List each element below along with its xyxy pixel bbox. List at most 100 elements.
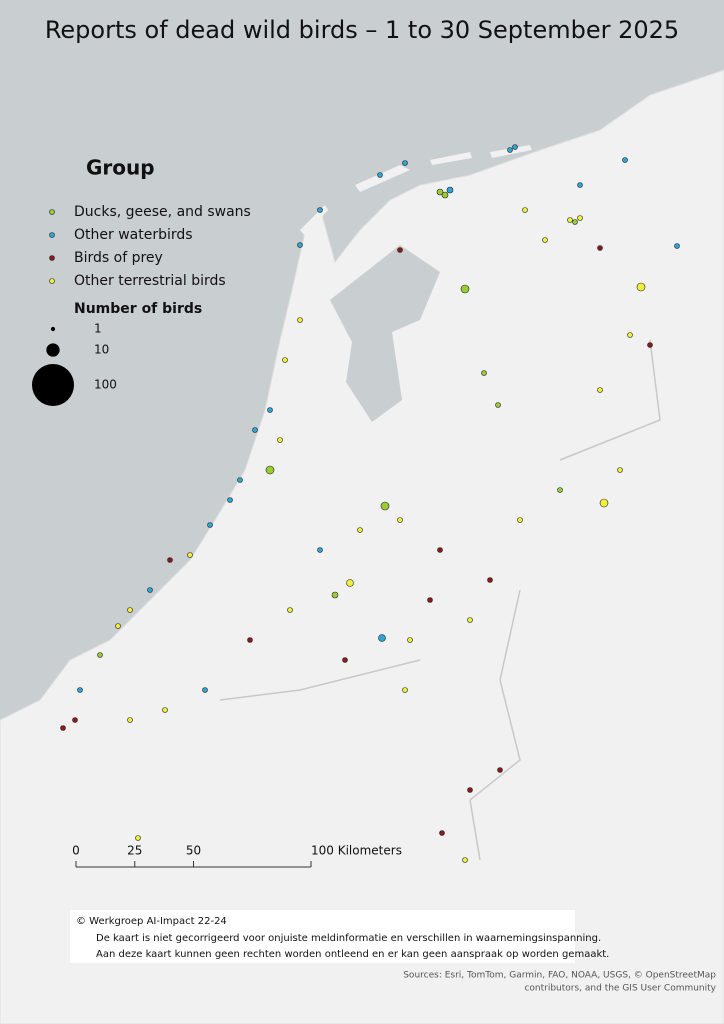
report-dot — [207, 522, 213, 528]
credits-box — [70, 910, 575, 963]
report-dot — [402, 160, 408, 166]
report-dot — [357, 527, 363, 533]
report-dot — [135, 835, 141, 841]
scale-label: 25 — [127, 844, 142, 858]
scale-label: 100 Kilometers — [311, 844, 402, 858]
report-dot — [127, 607, 133, 613]
report-dot — [427, 597, 433, 603]
report-dot — [439, 830, 445, 836]
report-dot — [446, 186, 454, 194]
lake — [330, 245, 440, 422]
copyright: © Werkgroep AI-Impact 22-24 — [76, 916, 227, 927]
report-dot — [267, 407, 273, 413]
report-dot — [127, 717, 133, 723]
report-dot — [617, 467, 623, 473]
size-label: 100 — [94, 378, 117, 392]
borders — [219, 339, 661, 861]
report-dot — [277, 437, 283, 443]
report-dot — [567, 217, 573, 223]
report-dot — [597, 245, 603, 251]
report-dot — [462, 857, 468, 863]
report-dot — [147, 587, 153, 593]
report-dot — [599, 498, 609, 508]
report-dot — [467, 787, 473, 793]
scale-label: 50 — [186, 844, 201, 858]
report-dot — [481, 370, 487, 376]
islands — [300, 145, 532, 236]
report-dot — [297, 317, 303, 323]
report-dot — [72, 717, 78, 723]
report-dot — [202, 687, 208, 693]
report-dot — [378, 634, 386, 642]
report-dot — [402, 687, 408, 693]
report-dot — [346, 579, 354, 587]
report-dot — [317, 207, 323, 213]
report-dot — [331, 591, 339, 599]
size-label: 10 — [94, 343, 109, 357]
report-dot — [397, 247, 403, 253]
report-dot — [437, 547, 443, 553]
size-swatch — [50, 326, 56, 332]
sources: Sources: Esri, TomTom, Garmin, FAO, NOAA… — [403, 971, 716, 981]
legend-label: Other terrestrial birds — [74, 273, 226, 289]
report-dot — [647, 342, 653, 348]
report-dot — [247, 637, 253, 643]
report-dot — [557, 487, 563, 493]
legend-swatch — [49, 209, 55, 215]
legend-swatch — [49, 255, 55, 261]
report-dot — [397, 517, 403, 523]
report-dot — [162, 707, 168, 713]
report-dot — [407, 637, 413, 643]
report-dot — [187, 552, 193, 558]
report-dot — [115, 623, 121, 629]
report-dot — [237, 477, 243, 483]
report-dot — [342, 657, 348, 663]
legend-title: Group — [86, 156, 155, 180]
size-swatch — [32, 364, 74, 406]
legend: Ducks, geese, and swans Other waterbirds B… — [49, 204, 251, 289]
sources: contributors, and the GIS User Community — [524, 984, 716, 994]
report-dot — [507, 147, 513, 153]
title: Reports of dead wild birds – 1 to 30 Sep… — [45, 16, 679, 44]
report-dot — [636, 282, 646, 292]
report-dot — [436, 188, 444, 196]
report-dot — [60, 725, 66, 731]
report-dot — [572, 219, 578, 225]
report-dot — [517, 517, 523, 523]
report-dot — [227, 497, 233, 503]
legend-label: Birds of prey — [74, 250, 163, 266]
report-dot — [167, 557, 173, 563]
report-dot — [627, 332, 633, 338]
report-dot — [577, 182, 583, 188]
size-title: Number of birds — [74, 301, 202, 317]
disclaimer: Aan deze kaart kunnen geen rechten worde… — [96, 949, 609, 960]
legend-swatch — [49, 278, 55, 284]
report-dot — [297, 242, 303, 248]
report-dot — [487, 577, 493, 583]
report-dot — [77, 687, 83, 693]
report-dot — [542, 237, 548, 243]
land — [0, 69, 724, 1024]
report-dot — [577, 215, 583, 221]
scale-label: 0 — [72, 844, 80, 858]
report-dot — [467, 617, 473, 623]
size-swatch — [46, 343, 60, 357]
report-dot — [460, 284, 470, 294]
report-dot — [522, 207, 528, 213]
disclaimer: De kaart is niet gecorrigeerd voor onjui… — [96, 933, 601, 944]
scale-bar: 0 25 50 100 Kilometers — [72, 844, 402, 868]
report-dot — [380, 501, 390, 511]
size-label: 1 — [94, 322, 102, 336]
legend-label: Other waterbirds — [74, 227, 193, 243]
report-dot — [97, 652, 103, 658]
report-dot — [512, 144, 518, 150]
report-dot — [495, 402, 501, 408]
size-legend: 1 10 100 — [32, 322, 117, 406]
report-dot — [497, 767, 503, 773]
report-dot — [252, 427, 258, 433]
report-dot — [282, 357, 288, 363]
report-dot — [377, 172, 383, 178]
legend-swatch — [49, 232, 55, 238]
report-dot — [674, 243, 680, 249]
